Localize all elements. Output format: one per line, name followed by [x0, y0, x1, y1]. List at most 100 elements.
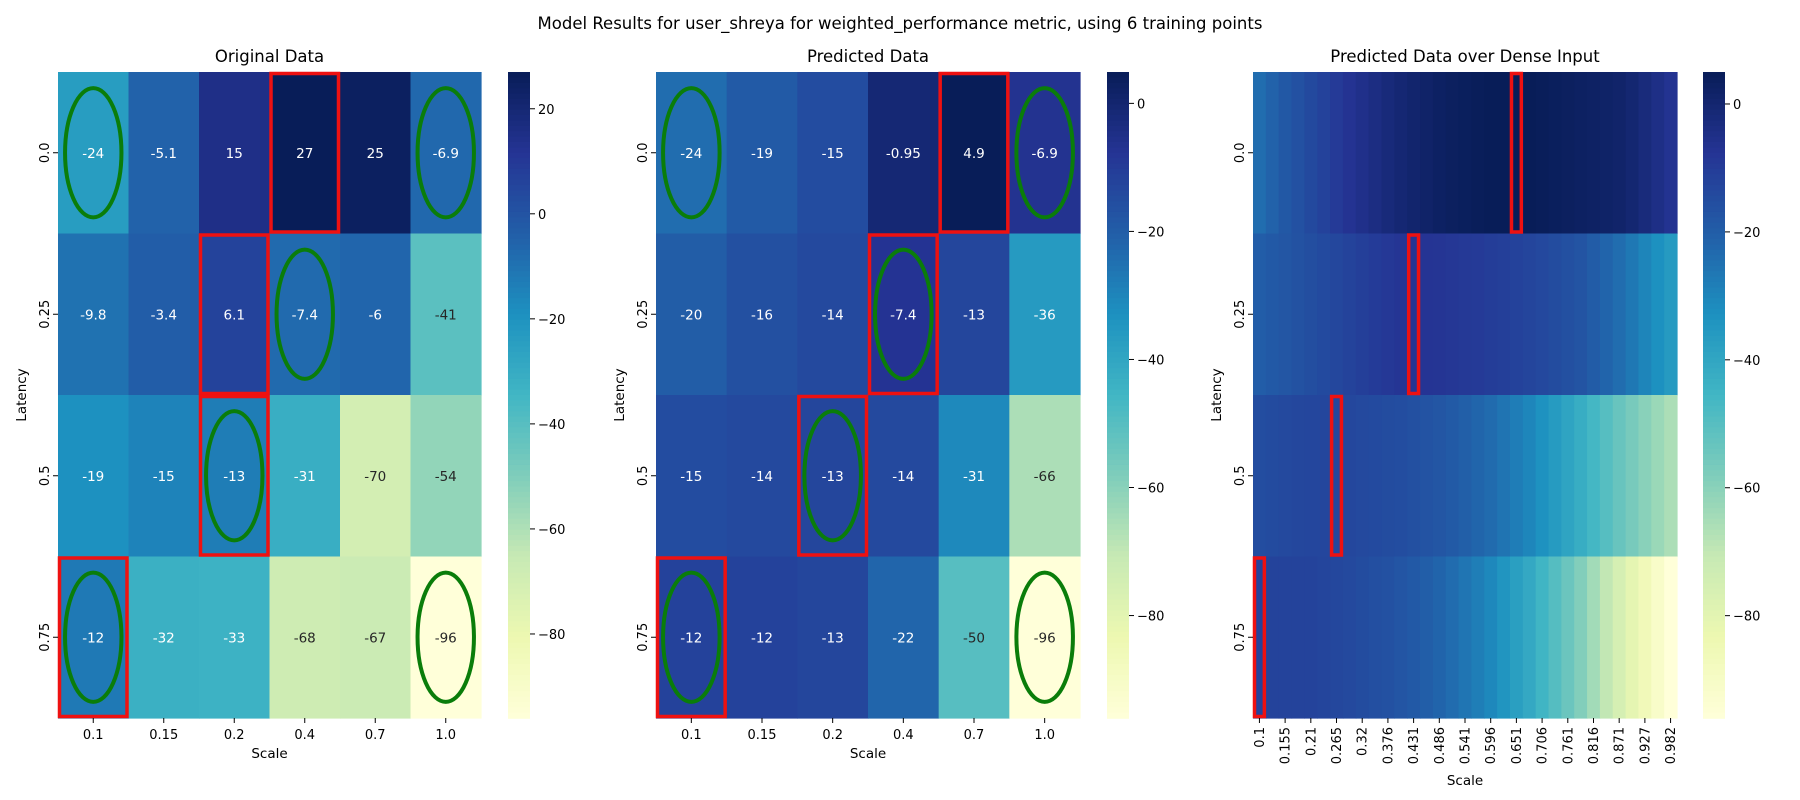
heatmap-cell	[1458, 72, 1473, 235]
heatmap-cell	[1484, 395, 1498, 558]
colorbar-segment	[1703, 179, 1725, 186]
colorbar-segment	[1107, 642, 1129, 649]
colorbar-segment	[1703, 400, 1725, 407]
colorbar-segment	[508, 648, 530, 655]
colorbar-segment	[508, 421, 530, 429]
colorbar-segment	[1107, 680, 1129, 687]
cell-annotation: -6	[369, 307, 382, 323]
cell-annotation: -96	[1034, 630, 1056, 646]
y-tick-label: 0.75	[1233, 623, 1248, 652]
colorbar-segment	[1703, 303, 1725, 310]
colorbar-segment	[508, 265, 530, 272]
heatmap-cell	[1599, 556, 1614, 719]
colorbar-segment	[1703, 201, 1725, 208]
colorbar-segment	[1703, 222, 1725, 229]
heatmap-cell	[1445, 395, 1460, 558]
x-axis-label: Scale	[850, 746, 886, 762]
colorbar-segment	[1107, 217, 1129, 224]
colorbar-segment	[1107, 335, 1129, 342]
colorbar-tick-label: −60	[1733, 482, 1760, 497]
cell-annotation: -70	[364, 469, 386, 485]
colorbar-segment	[1107, 497, 1129, 504]
colorbar-segment	[508, 179, 530, 186]
heatmap-cell	[1342, 72, 1357, 235]
colorbar-segment	[508, 556, 530, 563]
colorbar-segment	[1107, 308, 1129, 316]
colorbar-segment	[1107, 174, 1129, 181]
colorbar-segment	[508, 588, 530, 595]
cell-annotation: -96	[435, 630, 457, 646]
colorbar-segment	[1107, 152, 1129, 159]
cell-annotation: -14	[822, 307, 844, 323]
colorbar-segment	[1107, 292, 1129, 299]
colorbar-segment	[508, 395, 530, 402]
colorbar-segment	[1107, 572, 1129, 579]
colorbar-segment	[508, 185, 530, 192]
colorbar-segment	[508, 351, 530, 359]
x-tick-label: 0.486	[1433, 727, 1448, 764]
heatmap-cell	[1407, 72, 1421, 235]
heatmap-cell	[656, 72, 728, 235]
colorbar-segment	[1107, 524, 1129, 531]
heatmap-cell	[410, 395, 482, 558]
heatmap-cell	[1548, 395, 1562, 558]
colorbar-segment	[1107, 341, 1129, 348]
x-tick-label: 0.376	[1381, 727, 1396, 764]
heatmap-cell	[1497, 556, 1511, 719]
colorbar-segment	[1107, 518, 1129, 525]
x-tick-label: 0.651	[1510, 727, 1525, 764]
colorbar-segment	[508, 427, 530, 434]
colorbar-segment	[1107, 438, 1129, 445]
heatmap-cell	[1420, 72, 1434, 235]
heatmap-cell	[1342, 395, 1357, 558]
training-point-ellipse	[1014, 570, 1075, 704]
x-tick-label: 0.761	[1561, 727, 1576, 764]
colorbar-segment	[1703, 260, 1725, 267]
heatmap-cell	[1368, 556, 1383, 719]
colorbar-segment	[508, 341, 530, 348]
heatmap-cell	[1342, 556, 1357, 719]
colorbar-segment	[1107, 540, 1129, 547]
colorbar-segment	[508, 443, 530, 450]
colorbar-segment	[508, 238, 530, 246]
highlight-box	[198, 233, 270, 396]
heatmap-cell	[1330, 72, 1344, 235]
heatmap-cell	[1587, 556, 1601, 719]
heatmap-cell	[1304, 556, 1318, 719]
heatmap-cell	[1445, 233, 1460, 396]
cell-annotation: -41	[435, 307, 457, 323]
colorbar-segment	[1107, 77, 1129, 84]
colorbar-segment	[508, 561, 530, 569]
cell-annotation: -6.9	[433, 146, 459, 162]
heatmap-cell	[269, 233, 341, 396]
colorbar-segment	[508, 233, 530, 240]
heatmap-cell	[1561, 233, 1575, 396]
colorbar-tick-label: 0	[1137, 97, 1145, 112]
colorbar: 0 −20 −40 −60 −80	[1107, 72, 1164, 719]
colorbar-segment	[1703, 98, 1725, 106]
colorbar-segment	[1107, 158, 1129, 165]
colorbar-segment	[1107, 443, 1129, 450]
colorbar-segment	[1107, 712, 1129, 719]
colorbar-segment	[1703, 669, 1725, 676]
colorbar-tick-label: −20	[1137, 225, 1164, 240]
heatmap-cell	[1445, 72, 1460, 235]
heatmap-cell	[199, 395, 271, 558]
heatmap-cell	[868, 556, 940, 719]
heatmap-cell	[1368, 233, 1383, 396]
colorbar-segment	[1703, 206, 1725, 213]
colorbar-segment	[1107, 357, 1129, 364]
colorbar-segment	[1107, 685, 1129, 692]
colorbar-segment	[1703, 325, 1725, 332]
colorbar-segment	[1107, 190, 1129, 197]
x-tick-label: 0.541	[1459, 727, 1474, 764]
colorbar-segment	[1703, 174, 1725, 181]
colorbar-segment	[508, 384, 530, 391]
colorbar-segment	[1703, 255, 1725, 262]
colorbar-segment	[1107, 459, 1129, 466]
colorbar-segment	[1107, 373, 1129, 380]
heatmap-cell	[1253, 395, 1267, 558]
heatmap-cell	[1009, 72, 1081, 235]
x-tick-label: 0.155	[1279, 727, 1294, 764]
x-tick-label: 0.871	[1613, 727, 1628, 764]
